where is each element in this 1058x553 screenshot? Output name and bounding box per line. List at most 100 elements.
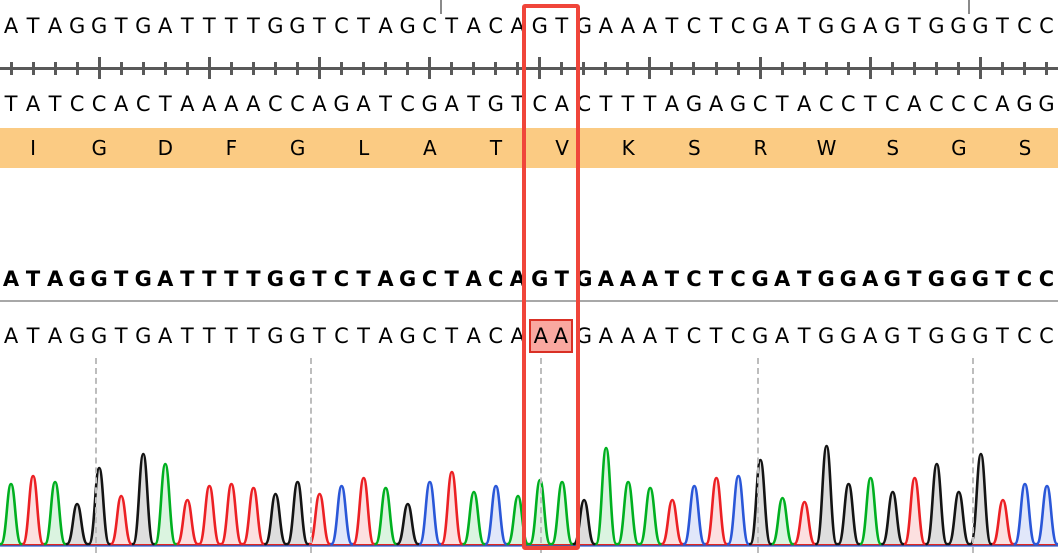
reverse_strand-base[interactable]: T bbox=[775, 91, 789, 116]
reference_track-base[interactable]: G bbox=[68, 266, 86, 291]
reverse_strand-base[interactable]: T bbox=[158, 91, 172, 116]
sanger-trace[interactable] bbox=[0, 358, 1058, 553]
sample_track-base[interactable]: G bbox=[267, 323, 284, 348]
reference_track-base[interactable]: A bbox=[597, 266, 614, 291]
reverse_strand-base[interactable]: C bbox=[840, 91, 856, 116]
top_strand-base[interactable]: G bbox=[531, 13, 548, 38]
reverse_strand-base[interactable]: A bbox=[312, 91, 327, 116]
reference_track-base[interactable]: G bbox=[531, 266, 549, 291]
top_strand-base[interactable]: C bbox=[422, 13, 437, 38]
top_strand-base[interactable]: T bbox=[445, 13, 459, 38]
reference_track-base[interactable]: G bbox=[575, 266, 593, 291]
reference_track-base[interactable]: G bbox=[817, 266, 835, 291]
sample_track-base[interactable]: T bbox=[224, 323, 238, 348]
sample_track-base[interactable]: G bbox=[91, 323, 108, 348]
reverse_strand-base[interactable]: G bbox=[685, 91, 703, 116]
reference_track-base[interactable]: C bbox=[730, 266, 746, 291]
sample_track-base[interactable]: A bbox=[620, 323, 636, 348]
reverse_strand-base[interactable]: C bbox=[973, 91, 988, 116]
reverse_strand-base[interactable]: C bbox=[752, 91, 768, 116]
top_strand-base[interactable]: A bbox=[466, 13, 481, 38]
sample_track-base[interactable]: T bbox=[665, 323, 679, 348]
sample_track-base[interactable]: C bbox=[488, 323, 504, 348]
top_strand-base[interactable]: C bbox=[1017, 13, 1032, 38]
reference_track-base[interactable]: T bbox=[246, 266, 261, 291]
sample_track-base[interactable]: T bbox=[246, 323, 260, 348]
top_strand-base[interactable]: C bbox=[1039, 13, 1054, 38]
reference_track-base[interactable]: C bbox=[686, 266, 702, 291]
top_strand-base[interactable]: A bbox=[47, 13, 63, 38]
reference_track-base[interactable]: G bbox=[134, 266, 152, 291]
sample_track-base[interactable]: A bbox=[598, 323, 614, 348]
reference_track-base[interactable]: T bbox=[796, 266, 812, 291]
top_strand-base[interactable]: A bbox=[642, 13, 658, 38]
top_strand-base[interactable]: T bbox=[202, 13, 216, 38]
reference_track-base[interactable]: C bbox=[421, 266, 438, 291]
reverse_strand-base[interactable]: C bbox=[135, 91, 151, 116]
amino-acid-residue[interactable]: G bbox=[951, 136, 967, 160]
reference_track-base[interactable]: T bbox=[995, 266, 1010, 291]
sample_track-base[interactable]: A bbox=[158, 323, 173, 348]
sample_track-base[interactable]: T bbox=[907, 323, 921, 348]
sample_track-base[interactable]: A bbox=[466, 323, 481, 348]
sample_track-base[interactable]: G bbox=[135, 323, 152, 348]
top_strand-base[interactable]: C bbox=[334, 13, 349, 38]
top_strand-base[interactable]: G bbox=[884, 13, 901, 38]
sample_track-base[interactable]: T bbox=[709, 323, 723, 348]
amino-acid-residue[interactable]: A bbox=[422, 136, 437, 160]
reverse_strand-base[interactable]: A bbox=[113, 91, 129, 116]
reverse_strand-base[interactable]: C bbox=[91, 91, 107, 116]
reverse_strand-base[interactable]: G bbox=[729, 91, 747, 116]
top_strand-base[interactable]: G bbox=[135, 13, 152, 38]
reference_track-base[interactable]: A bbox=[619, 266, 637, 291]
reverse_strand-base[interactable]: A bbox=[708, 91, 724, 116]
top_strand-base[interactable]: G bbox=[972, 13, 989, 38]
sample_track-base[interactable]: A bbox=[774, 323, 790, 348]
amino-acid-residue[interactable]: V bbox=[555, 136, 569, 160]
reverse_strand-base[interactable]: T bbox=[643, 91, 657, 116]
top_strand-base[interactable]: A bbox=[598, 13, 614, 38]
reverse_strand-base[interactable]: A bbox=[995, 91, 1010, 116]
top_strand-base[interactable]: C bbox=[686, 13, 702, 38]
top_strand-base[interactable]: T bbox=[313, 13, 326, 38]
sample_track-base[interactable]: T bbox=[313, 323, 326, 348]
sample_track-base[interactable]: A bbox=[3, 323, 19, 348]
top_strand-base[interactable]: G bbox=[267, 13, 284, 38]
reverse_strand-base[interactable]: C bbox=[928, 91, 944, 116]
sample_track-base[interactable]: G bbox=[289, 323, 306, 348]
mismatch-base[interactable]: A bbox=[550, 319, 573, 353]
amino-acid-residue[interactable]: S bbox=[687, 136, 701, 160]
reverse_strand-base[interactable]: C bbox=[818, 91, 834, 116]
sample_track-base[interactable]: A bbox=[510, 323, 525, 348]
amino-acid-residue[interactable]: L bbox=[358, 136, 370, 160]
reference_track-base[interactable]: A bbox=[641, 266, 659, 291]
reference_track-base[interactable]: T bbox=[664, 266, 680, 291]
reverse_strand-base[interactable]: A bbox=[202, 91, 217, 116]
top_strand-base[interactable]: G bbox=[818, 13, 835, 38]
sample_track-base[interactable]: G bbox=[928, 323, 945, 348]
reference_track-base[interactable]: G bbox=[751, 266, 769, 291]
sample_track-base[interactable]: C bbox=[422, 323, 437, 348]
reverse_strand-base[interactable]: C bbox=[69, 91, 85, 116]
top_strand-base[interactable]: C bbox=[488, 13, 504, 38]
reverse_strand-base[interactable]: A bbox=[796, 91, 812, 116]
reverse_strand-base[interactable]: C bbox=[884, 91, 900, 116]
reference_track-base[interactable]: A bbox=[773, 266, 791, 291]
reference_track-base[interactable]: A bbox=[509, 266, 526, 291]
reverse_strand-base[interactable]: A bbox=[554, 91, 569, 116]
reference_track-base[interactable]: G bbox=[971, 266, 990, 291]
top_strand-base[interactable]: T bbox=[114, 13, 128, 38]
reference_track-base[interactable]: G bbox=[839, 266, 857, 291]
sample_track-base[interactable]: T bbox=[202, 323, 216, 348]
reverse_strand-base[interactable]: T bbox=[379, 91, 392, 116]
sample_track-base[interactable]: T bbox=[996, 323, 1009, 348]
top_strand-base[interactable]: T bbox=[907, 13, 921, 38]
reference_track-base[interactable]: T bbox=[202, 266, 217, 291]
reverse_strand-base[interactable]: C bbox=[268, 91, 283, 116]
top_strand-base[interactable]: T bbox=[555, 13, 569, 38]
reference_track-base[interactable]: G bbox=[398, 266, 417, 291]
top_strand-base[interactable]: T bbox=[26, 13, 40, 38]
